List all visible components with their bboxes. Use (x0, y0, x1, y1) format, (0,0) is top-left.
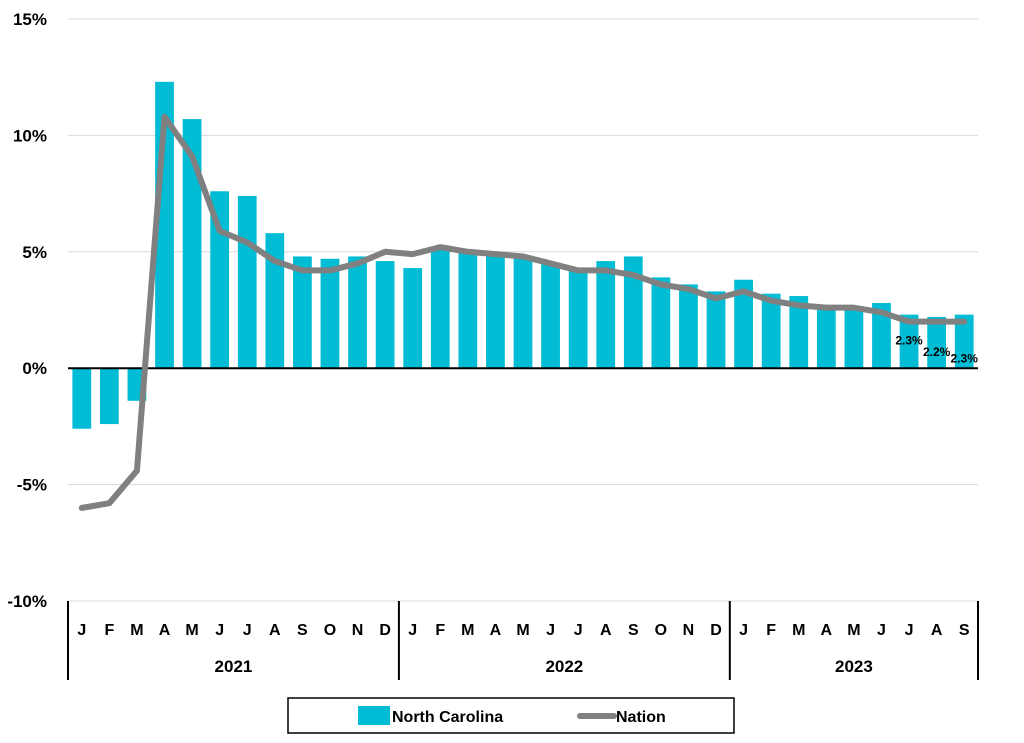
bars-north-carolina (72, 81, 974, 429)
year-label: 2021 (215, 657, 253, 676)
x-tick-label: A (490, 622, 502, 639)
bar-north-carolina (734, 279, 753, 369)
x-tick-label: A (600, 622, 612, 639)
x-tick-label: A (269, 622, 281, 639)
x-tick-label: D (379, 622, 391, 639)
bar-north-carolina (927, 316, 947, 369)
y-tick-label: -10% (7, 592, 47, 611)
bar-north-carolina (596, 261, 616, 369)
x-tick-label: J (905, 622, 914, 639)
data-label: 2.3% (951, 352, 979, 366)
bar-north-carolina (844, 307, 864, 369)
x-tick-label: A (821, 622, 833, 639)
bar-north-carolina (375, 261, 395, 369)
bar-north-carolina (568, 270, 588, 369)
x-tick-label: J (877, 622, 886, 639)
x-tick-label: M (185, 622, 198, 639)
bar-north-carolina (623, 256, 643, 369)
bar-north-carolina (99, 368, 119, 425)
x-tick-label: J (408, 622, 417, 639)
bar-north-carolina (541, 263, 560, 369)
bar-north-carolina (513, 256, 533, 369)
x-tick-label: A (931, 622, 943, 639)
y-axis-ticks: 15% 10% 5% 0% -5% -10% (7, 10, 47, 611)
legend-label-north-carolina: North Carolina (392, 709, 503, 726)
y-tick-label: 10% (13, 126, 47, 145)
bar-north-carolina (293, 256, 312, 369)
x-tick-label: J (243, 622, 252, 639)
bar-north-carolina (679, 284, 698, 369)
y-tick-label: 5% (22, 243, 47, 262)
x-tick-label: A (159, 622, 171, 639)
bar-north-carolina (899, 314, 919, 369)
bar-north-carolina (403, 268, 423, 369)
x-tick-label: S (959, 622, 970, 639)
x-tick-label: J (739, 622, 748, 639)
bar-north-carolina (72, 368, 92, 429)
bar-north-carolina (954, 314, 974, 369)
bar-north-carolina (816, 307, 836, 369)
x-tick-label: F (435, 622, 445, 639)
x-tick-label: J (215, 622, 224, 639)
bar-north-carolina (458, 251, 478, 369)
bar-north-carolina (706, 291, 726, 369)
year-label: 2022 (545, 657, 583, 676)
bar-north-carolina (320, 258, 340, 369)
x-tick-label: F (104, 622, 114, 639)
bar-north-carolina (761, 293, 781, 369)
legend: North Carolina Nation (287, 697, 735, 734)
bar-north-carolina (789, 296, 809, 369)
year-label: 2023 (835, 657, 873, 676)
x-tick-label: M (461, 622, 474, 639)
bar-north-carolina (872, 303, 891, 369)
bar-north-carolina (430, 247, 450, 369)
x-tick-label: S (297, 622, 308, 639)
legend-box (287, 697, 735, 734)
x-tick-label: M (130, 622, 143, 639)
y-tick-label: 0% (22, 359, 47, 378)
bar-north-carolina (348, 256, 367, 369)
bar-north-carolina (265, 233, 285, 369)
data-label: 2.3% (895, 334, 923, 348)
x-tick-label: M (792, 622, 805, 639)
x-tick-label: O (324, 622, 336, 639)
y-tick-label: -5% (17, 476, 47, 495)
bar-north-carolina (182, 119, 202, 369)
x-tick-label: N (352, 622, 364, 639)
bar-north-carolina (651, 277, 671, 369)
y-tick-label: 15% (13, 10, 47, 29)
x-tick-label: J (77, 622, 86, 639)
x-tick-label: J (574, 622, 583, 639)
x-tick-label: J (546, 622, 555, 639)
bar-north-carolina (237, 195, 257, 369)
legend-label-nation: Nation (616, 709, 666, 726)
x-tick-label: S (628, 622, 639, 639)
legend-swatch-north-carolina (358, 706, 390, 725)
x-tick-label: D (710, 622, 722, 639)
x-tick-label: M (847, 622, 860, 639)
data-label: 2.2% (923, 345, 951, 359)
x-tick-label: M (516, 622, 529, 639)
line-nation (78, 113, 968, 511)
x-tick-label: O (655, 622, 667, 639)
bar-north-carolina (486, 254, 505, 369)
x-tick-label: N (683, 622, 695, 639)
x-tick-label: F (766, 622, 776, 639)
data-labels: 2.3%2.2% 2.3% (895, 334, 978, 366)
